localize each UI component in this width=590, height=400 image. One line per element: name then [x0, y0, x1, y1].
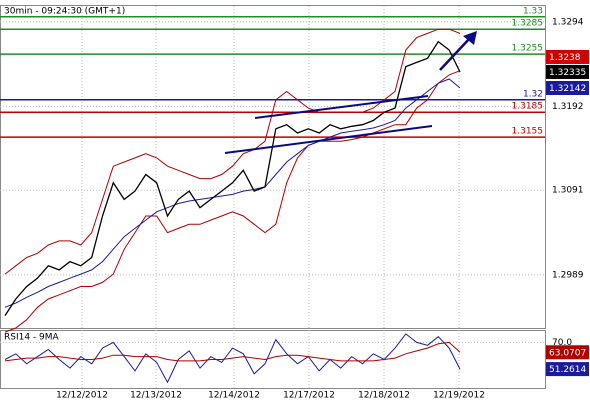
- arrow-head: [463, 31, 477, 45]
- price-frame: [0, 5, 546, 329]
- rsi-title: RSI14 - 9MA: [4, 333, 60, 343]
- series-line: [4, 28, 461, 275]
- value-box-label: 51.2614: [549, 365, 586, 375]
- x-tick-label: 12/12/2012: [56, 391, 108, 400]
- level-label: 1.3255: [512, 44, 544, 54]
- series-line: [4, 40, 461, 316]
- value-box: [546, 49, 589, 64]
- value-box: [546, 80, 589, 95]
- series-line: [4, 341, 461, 362]
- y-tick-label: 70.0: [552, 338, 572, 348]
- level-label: 1.33: [523, 6, 543, 16]
- y-tick-label: 1.3294: [552, 17, 584, 27]
- level-label: 1.3155: [512, 127, 544, 137]
- x-tick-label: 12/13/2012: [130, 391, 182, 400]
- x-tick-label: 12/18/2012: [358, 391, 410, 400]
- x-tick-label: 12/14/2012: [208, 391, 260, 400]
- rsi-frame: [0, 330, 546, 389]
- value-box: [546, 345, 589, 360]
- series-line: [4, 70, 461, 333]
- series-line: [4, 78, 461, 308]
- value-box-label: 1.32335: [549, 68, 586, 78]
- level-label: 1.3285: [512, 19, 544, 29]
- value-box-label: 1.32142: [549, 84, 586, 94]
- level-label: 1.3185: [512, 102, 544, 112]
- trend-line: [224, 125, 433, 154]
- trend-line: [254, 95, 429, 119]
- value-box-label: 1.3238: [549, 53, 581, 63]
- y-tick-label: 1.2989: [552, 270, 584, 280]
- value-box: [546, 64, 589, 79]
- value-box-label: 63.0707: [549, 348, 586, 358]
- y-tick-label: 1.3192: [552, 102, 584, 112]
- arrow: [439, 37, 471, 71]
- chart-title: 30min - 09:24:30 (GMT+1): [4, 7, 125, 17]
- value-box: [546, 362, 589, 377]
- level-label: 1.32: [523, 89, 543, 99]
- y-tick-label: 1.3091: [552, 186, 584, 196]
- x-tick-label: 12/19/2012: [433, 391, 485, 400]
- x-tick-label: 12/17/2012: [283, 391, 335, 400]
